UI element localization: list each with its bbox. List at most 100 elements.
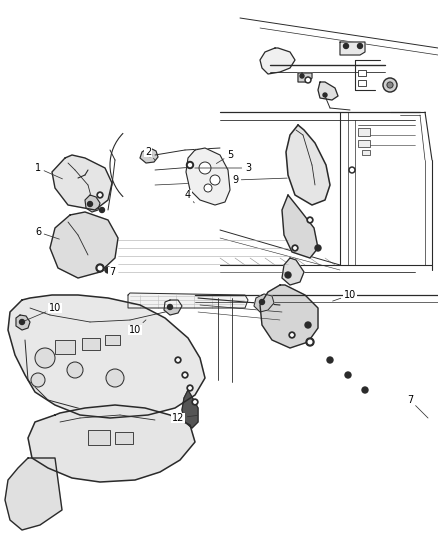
- Text: 16: 16: [0, 532, 1, 533]
- Text: 12: 12: [172, 413, 197, 423]
- Polygon shape: [52, 155, 112, 210]
- Polygon shape: [8, 295, 205, 418]
- Bar: [55, 340, 75, 354]
- Text: 4: 4: [185, 190, 194, 203]
- Text: 7: 7: [407, 395, 428, 418]
- Circle shape: [192, 399, 198, 405]
- Text: 10: 10: [129, 320, 146, 335]
- Text: 7: 7: [0, 532, 1, 533]
- Text: 13: 13: [0, 532, 1, 533]
- Circle shape: [187, 161, 194, 168]
- Circle shape: [289, 332, 295, 338]
- Polygon shape: [186, 148, 230, 205]
- Text: 7: 7: [0, 532, 1, 533]
- Circle shape: [97, 192, 103, 198]
- Circle shape: [184, 374, 186, 376]
- Text: 1: 1: [35, 163, 63, 179]
- Bar: [358, 128, 370, 136]
- Text: 10: 10: [25, 303, 61, 321]
- Bar: [362, 150, 370, 155]
- Polygon shape: [260, 285, 318, 348]
- Text: 10: 10: [332, 290, 356, 301]
- Text: 11: 11: [0, 532, 1, 533]
- Polygon shape: [260, 48, 295, 74]
- Polygon shape: [286, 125, 330, 205]
- Circle shape: [20, 319, 25, 325]
- Circle shape: [189, 387, 191, 389]
- Circle shape: [96, 264, 104, 272]
- Circle shape: [177, 359, 179, 361]
- Circle shape: [349, 167, 355, 173]
- Text: 2: 2: [145, 147, 155, 160]
- Text: 6: 6: [35, 227, 60, 239]
- Polygon shape: [254, 294, 274, 312]
- Polygon shape: [164, 300, 182, 315]
- Circle shape: [175, 357, 181, 363]
- Circle shape: [300, 74, 304, 78]
- Bar: [88, 430, 110, 445]
- Circle shape: [148, 154, 152, 157]
- Circle shape: [294, 247, 296, 249]
- Text: 8: 8: [0, 532, 1, 533]
- Polygon shape: [5, 458, 62, 530]
- Circle shape: [383, 78, 397, 92]
- Circle shape: [182, 372, 188, 378]
- Circle shape: [307, 78, 310, 82]
- Text: 5: 5: [216, 150, 233, 164]
- Circle shape: [99, 194, 101, 196]
- Circle shape: [357, 44, 363, 49]
- Text: 15: 15: [0, 532, 1, 533]
- Circle shape: [188, 164, 191, 166]
- Bar: [358, 80, 366, 86]
- Polygon shape: [16, 315, 30, 330]
- Text: 3: 3: [0, 532, 1, 533]
- Circle shape: [204, 184, 212, 192]
- Circle shape: [106, 369, 124, 387]
- Circle shape: [306, 338, 314, 346]
- Text: 7: 7: [0, 532, 1, 533]
- Text: 7: 7: [104, 267, 115, 277]
- Circle shape: [210, 175, 220, 185]
- Polygon shape: [340, 42, 365, 55]
- Bar: [358, 140, 370, 147]
- Circle shape: [309, 219, 311, 221]
- Polygon shape: [28, 405, 195, 482]
- Circle shape: [305, 322, 311, 328]
- Circle shape: [105, 267, 111, 273]
- Text: 9: 9: [232, 175, 287, 185]
- Circle shape: [167, 304, 173, 310]
- Circle shape: [98, 266, 102, 270]
- Circle shape: [292, 245, 298, 251]
- Circle shape: [67, 362, 83, 378]
- Circle shape: [35, 348, 55, 368]
- Circle shape: [323, 93, 327, 97]
- Text: 14: 14: [0, 532, 1, 533]
- Polygon shape: [128, 293, 248, 308]
- Circle shape: [187, 385, 193, 391]
- Polygon shape: [298, 73, 312, 82]
- Circle shape: [343, 44, 349, 49]
- Circle shape: [307, 77, 310, 80]
- Circle shape: [387, 82, 393, 88]
- Circle shape: [307, 217, 313, 223]
- Circle shape: [194, 401, 196, 403]
- Circle shape: [199, 162, 211, 174]
- Circle shape: [362, 387, 368, 393]
- Bar: [105, 335, 120, 345]
- Polygon shape: [50, 212, 118, 278]
- Circle shape: [315, 245, 321, 251]
- Circle shape: [350, 168, 353, 172]
- Circle shape: [259, 300, 265, 304]
- Polygon shape: [318, 82, 338, 100]
- Text: 3: 3: [195, 163, 251, 173]
- Circle shape: [308, 340, 312, 344]
- Bar: [82, 338, 100, 350]
- Circle shape: [285, 272, 291, 278]
- Polygon shape: [85, 195, 100, 212]
- Polygon shape: [282, 195, 318, 258]
- Circle shape: [291, 334, 293, 336]
- Bar: [358, 70, 366, 76]
- Circle shape: [345, 372, 351, 378]
- Circle shape: [99, 207, 105, 213]
- Circle shape: [305, 77, 311, 83]
